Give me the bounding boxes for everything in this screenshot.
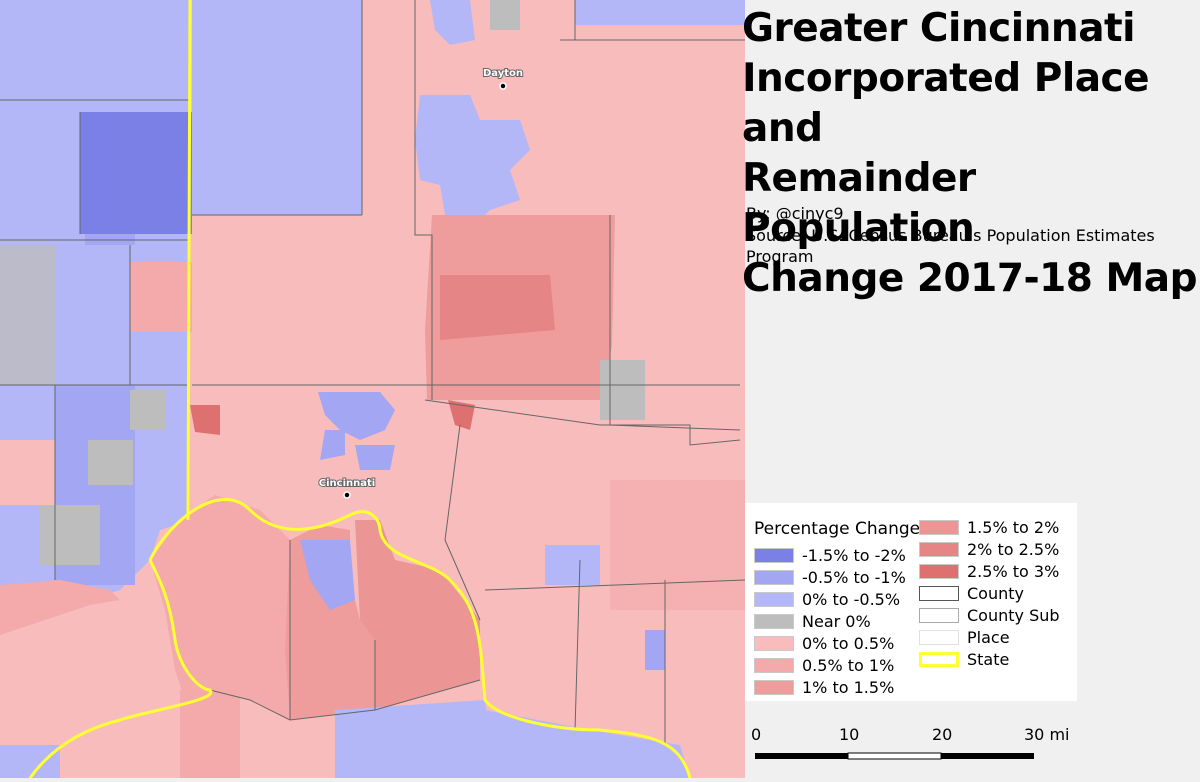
legend-item: 0% to -0.5% <box>754 588 900 610</box>
east-blue-patch <box>545 545 600 585</box>
legend-label: 2% to 2.5% <box>967 539 1060 559</box>
legend-label: -0.5% to -1% <box>802 567 906 587</box>
legend-swatch <box>754 679 794 695</box>
legend-swatch <box>754 591 794 607</box>
south-blue-county <box>335 700 495 778</box>
legend-item: -0.5% to -1% <box>754 566 906 588</box>
dayton-blue-area <box>415 95 530 230</box>
kenton-county <box>285 525 375 720</box>
south-pink-county <box>180 690 240 778</box>
red-patch-east <box>448 400 475 430</box>
legend-label: Near 0% <box>802 611 871 631</box>
indiana-gray-county <box>0 245 55 385</box>
legend-swatch <box>754 613 794 629</box>
legend-item: 1.5% to 2% <box>919 516 1059 538</box>
legend-swatch <box>919 541 959 557</box>
legend-item: County <box>919 582 1024 604</box>
map-title: Greater Cincinnati Incorporated Place an… <box>742 6 1198 301</box>
ohio-pink-strip <box>362 0 422 215</box>
gray-county-east <box>600 360 645 420</box>
legend-swatch <box>919 607 959 623</box>
legend-label: 1.5% to 2% <box>967 517 1060 537</box>
indiana-gray-patch <box>88 440 133 485</box>
legend-heading: Percentage Change <box>754 519 921 539</box>
legend-item: Near 0% <box>754 610 871 632</box>
legend-swatch <box>754 569 794 585</box>
cincinnati-label: Cincinnati <box>319 478 375 489</box>
legend-item: Place <box>919 626 1010 648</box>
legend-label: County Sub <box>967 605 1060 625</box>
source-credit-line1: Source: U.S. Census Bureau's Population … <box>746 226 1155 245</box>
scale-bar-graphic <box>755 752 1034 760</box>
north-gray-patch <box>490 0 520 30</box>
scale-label-20: 20 <box>932 725 953 744</box>
legend-item: 2.5% to 3% <box>919 560 1059 582</box>
county-lines <box>0 0 746 745</box>
legend-swatch <box>919 563 959 579</box>
legend-item: 2% to 2.5% <box>919 538 1059 560</box>
cincinnati-blue-patch3 <box>355 445 395 470</box>
dayton-label: Dayton <box>483 68 523 79</box>
sw-blue-corner <box>0 745 60 778</box>
legend-label: 0% to 0.5% <box>802 633 895 653</box>
legend-swatch <box>754 547 794 563</box>
se-blue-county <box>485 710 690 778</box>
legend-label: County <box>967 583 1024 603</box>
kentucky-blue-patch <box>300 540 355 610</box>
map-svg: Dayton Cincinnati <box>0 0 746 779</box>
legend-swatch <box>919 585 959 601</box>
legend-swatch <box>919 651 959 667</box>
dayton-marker: Dayton <box>482 67 524 90</box>
ohio-blue-county <box>192 0 362 215</box>
legend-label: 0% to -0.5% <box>802 589 901 609</box>
legend-label: 2.5% to 3% <box>967 561 1060 581</box>
scale-label-0: 0 <box>751 725 762 744</box>
red-patch-west <box>190 405 220 435</box>
legend-swatch <box>754 657 794 673</box>
darker-blue-county <box>80 112 192 234</box>
legend-label: State <box>967 649 1010 669</box>
legend-item: County Sub <box>919 604 1060 626</box>
source-credit-line2: Program <box>746 247 814 266</box>
legend-item: State <box>919 648 1009 670</box>
indiana-pink-county2 <box>0 440 55 505</box>
state-boundary <box>28 0 692 779</box>
cincinnati-marker: Cincinnati <box>318 477 376 499</box>
legend-label: 0.5% to 1% <box>802 655 895 675</box>
campbell-county <box>355 520 480 710</box>
north-blue-patch <box>430 0 475 45</box>
cincinnati-blue-patch1 <box>318 392 395 440</box>
boone-county <box>150 495 290 720</box>
author-credit: By: @cinyc9 <box>746 204 844 223</box>
legend-item: 0% to 0.5% <box>754 632 894 654</box>
legend: Percentage Change -1.5% to -2% -0.5% to … <box>745 503 1077 701</box>
map-canvas[interactable]: Dayton Cincinnati <box>0 0 746 779</box>
legend-label: Place <box>967 627 1010 647</box>
legend-item: -1.5% to -2% <box>754 544 906 566</box>
legend-label: 1% to 1.5% <box>802 677 895 697</box>
legend-swatch <box>919 519 959 535</box>
legend-item: 0.5% to 1% <box>754 654 894 676</box>
scale-bar: 0 10 20 30 mi <box>745 725 1075 775</box>
indiana-south-pink <box>0 580 120 635</box>
cincinnati-blue-patch2 <box>320 430 345 460</box>
east-blue-patch2 <box>645 630 665 670</box>
indiana-gray-patch3 <box>130 390 165 430</box>
legend-item: 1% to 1.5% <box>754 676 894 698</box>
warren-core <box>440 275 555 340</box>
east-pink-county <box>610 480 745 610</box>
scale-label-30: 30 mi <box>1024 725 1070 744</box>
scale-label-10: 10 <box>839 725 860 744</box>
legend-swatch <box>919 629 959 645</box>
ne-blue-strip <box>575 0 745 25</box>
legend-swatch <box>754 635 794 651</box>
indiana-gray-patch2 <box>40 505 100 565</box>
indiana-pink-county <box>130 262 192 332</box>
legend-label: -1.5% to -2% <box>802 545 906 565</box>
